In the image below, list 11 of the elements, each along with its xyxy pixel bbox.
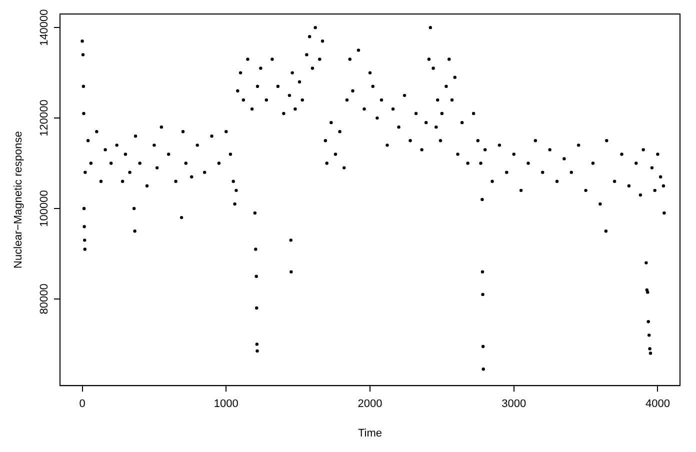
x-tick-label: 2000 xyxy=(358,398,382,410)
x-tick-label: 3000 xyxy=(502,398,526,410)
x-tick-label: 4000 xyxy=(645,398,670,410)
y-tick-label: 140000 xyxy=(38,9,51,46)
y-tick-label: 120000 xyxy=(38,100,51,136)
y-axis-title: Nuclear−Magnetic response xyxy=(12,131,25,268)
x-axis-title: Time xyxy=(358,427,382,440)
y-tick-label: 80000 xyxy=(38,284,51,314)
x-tick-label: 0 xyxy=(79,398,86,410)
y-tick-label: 100000 xyxy=(38,190,51,227)
x-tick-label: 1000 xyxy=(214,398,238,410)
